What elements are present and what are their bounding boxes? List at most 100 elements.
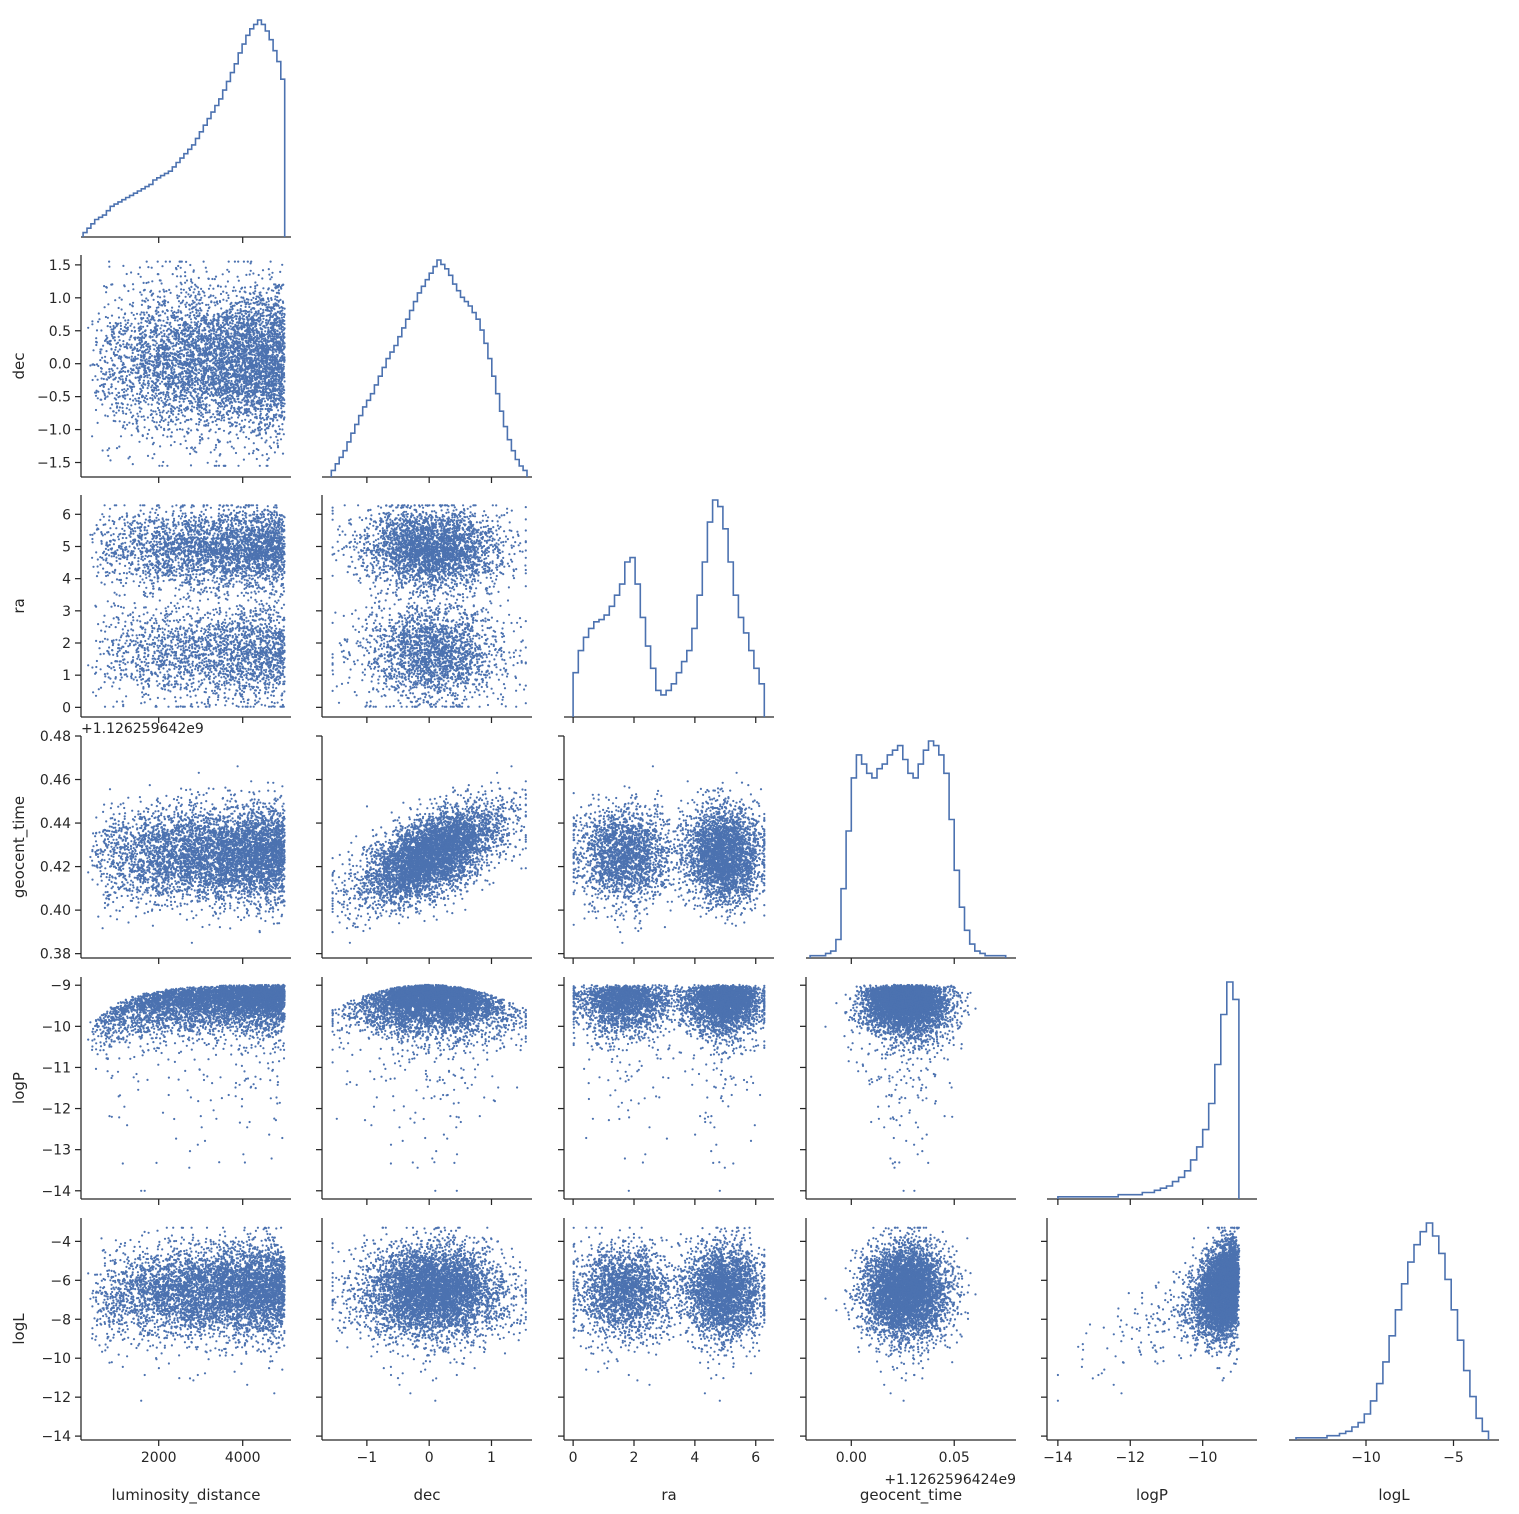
scatter-point — [140, 322, 142, 324]
scatter-point — [253, 450, 255, 452]
scatter-point — [159, 296, 161, 298]
scatter-point — [226, 300, 228, 302]
scatter-point — [153, 319, 155, 321]
scatter-point — [231, 446, 233, 448]
scatter-point — [242, 431, 244, 433]
scatter-point — [240, 429, 242, 431]
scatter-point — [199, 436, 201, 438]
y-tick-label: 0.5 — [49, 324, 71, 340]
scatter-point — [237, 416, 239, 418]
scatter-point — [241, 351, 243, 353]
scatter-point — [116, 367, 118, 369]
scatter-point — [271, 276, 273, 278]
y-tick-label: −1.5 — [37, 456, 71, 472]
scatter-point — [117, 381, 119, 383]
scatter-point — [101, 357, 103, 359]
scatter-point — [100, 329, 102, 331]
scatter-point — [129, 336, 131, 338]
scatter-point — [217, 410, 219, 412]
scatter-point — [170, 408, 172, 410]
scatter-point — [205, 304, 207, 306]
scatter-point — [236, 425, 238, 427]
scatter-point — [163, 330, 165, 332]
scatter-point — [213, 449, 215, 451]
scatter-point — [151, 394, 153, 396]
scatter-point — [258, 274, 260, 276]
scatter-point — [151, 355, 153, 357]
scatter-point — [148, 374, 150, 376]
scatter-point — [110, 357, 112, 359]
scatter-point — [138, 330, 140, 332]
scatter-point — [276, 419, 278, 421]
scatter-point — [263, 398, 265, 400]
scatter-point — [161, 381, 163, 383]
scatter-point — [154, 344, 156, 346]
scatter-point — [199, 385, 201, 387]
scatter-point — [157, 306, 159, 308]
y-tick-label: −1.0 — [37, 423, 71, 439]
scatter-point — [222, 336, 224, 338]
scatter-point — [122, 412, 124, 414]
scatter-point — [107, 325, 109, 327]
scatter-point — [188, 308, 190, 310]
scatter-point — [261, 277, 263, 279]
scatter-point — [195, 423, 197, 425]
scatter-point — [122, 370, 124, 372]
scatter-point — [164, 398, 166, 400]
scatter-point — [185, 296, 187, 298]
scatter-point — [98, 312, 100, 314]
scatter-point — [129, 398, 131, 400]
panel-dec-luminosity_distance: −1.5−1.0−0.50.00.51.01.5 — [37, 255, 291, 483]
scatter-point — [162, 406, 164, 408]
scatter-point — [266, 292, 268, 294]
scatter-point — [117, 350, 119, 352]
scatter-point — [199, 442, 201, 444]
scatter-point — [135, 400, 137, 402]
scatter-point — [213, 301, 215, 303]
scatter-point — [275, 431, 277, 433]
scatter-point — [237, 276, 239, 278]
scatter-point — [172, 348, 174, 350]
scatter-point — [191, 446, 193, 448]
scatter-point — [204, 333, 206, 335]
scatter-point — [118, 307, 120, 309]
scatter-point — [94, 375, 96, 377]
scatter-point — [238, 280, 240, 282]
scatter-point — [110, 328, 112, 330]
scatter-point — [147, 433, 149, 435]
scatter-point — [121, 407, 123, 409]
scatter-point — [92, 349, 94, 351]
scatter-point — [163, 420, 165, 422]
scatter-point — [278, 425, 280, 427]
scatter-point — [129, 325, 131, 327]
scatter-points — [87, 261, 286, 467]
scatter-point — [137, 323, 139, 325]
scatter-point — [212, 413, 214, 415]
scatter-point — [123, 391, 125, 393]
scatter-point — [220, 419, 222, 421]
scatter-point — [115, 412, 117, 414]
scatter-point — [262, 338, 264, 340]
scatter-point — [109, 459, 111, 461]
scatter-point — [203, 403, 205, 405]
scatter-point — [108, 368, 110, 370]
scatter-point — [215, 276, 217, 278]
scatter-point — [176, 275, 178, 277]
scatter-point — [164, 419, 166, 421]
scatter-point — [169, 398, 171, 400]
scatter-point — [155, 350, 157, 352]
scatter-point — [189, 264, 191, 266]
scatter-point — [241, 384, 243, 386]
scatter-point — [265, 408, 267, 410]
scatter-point — [180, 312, 182, 314]
scatter-point — [119, 339, 121, 341]
scatter-point — [262, 287, 264, 289]
scatter-point — [109, 326, 111, 328]
scatter-point — [216, 345, 218, 347]
scatter-point — [284, 308, 286, 310]
scatter-point — [273, 414, 275, 416]
scatter-point — [120, 325, 122, 327]
scatter-point — [134, 318, 136, 320]
y-tick-label: 0.0 — [49, 357, 71, 373]
scatter-point — [166, 465, 168, 467]
